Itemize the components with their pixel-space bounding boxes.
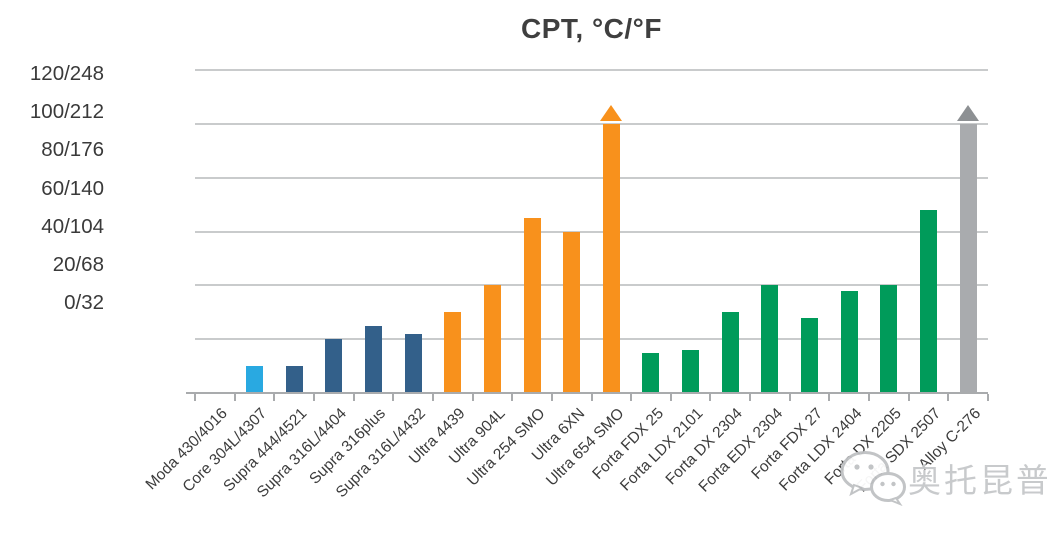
bar-ultra-4439 [444, 312, 462, 393]
axis-tick [828, 394, 831, 401]
watermark: 奥托昆普 [838, 450, 1047, 506]
bar-supra-444-4521 [285, 366, 303, 393]
axis-tick [273, 394, 276, 401]
bar-forta-ldx-2101 [682, 349, 700, 393]
bar-forta-sdx-2507 [920, 209, 938, 393]
axis-tick [194, 394, 196, 401]
y-axis-label: 120/248 [29, 62, 104, 85]
axis-tick [233, 394, 236, 401]
gridline [195, 122, 988, 125]
bar-forta-fdx-27 [801, 317, 819, 393]
axis-tick [669, 394, 672, 401]
y-axis-label: 20/68 [52, 252, 104, 276]
y-axis-label: 100/212 [29, 100, 104, 124]
axis-tick [987, 394, 989, 401]
bar-supra-316l-4404 [325, 339, 343, 393]
bar-ultra-654-smo [602, 123, 620, 393]
chart-title: CPT, °C/°F [521, 13, 662, 44]
axis-tick [907, 394, 910, 401]
bar-ultra-254-smo [523, 218, 541, 393]
axis-tick [749, 394, 752, 401]
axis-tick [352, 394, 355, 401]
axis-tick [709, 394, 712, 401]
axis-tick [630, 394, 633, 401]
x-axis-line [186, 392, 988, 394]
bar-ultra-6xn [563, 231, 581, 393]
axis-tick [868, 394, 871, 401]
axis-tick [392, 394, 395, 401]
watermark-text: 奥托昆普 [908, 462, 1047, 499]
axis-tick [471, 394, 474, 401]
axis-tick [550, 394, 553, 401]
axis-tick [788, 394, 791, 401]
bar-forta-dx-2205 [880, 285, 898, 393]
exceeds-scale-arrow [600, 104, 623, 121]
y-axis-label: 80/176 [41, 138, 104, 162]
bar-supra-316plus [364, 325, 382, 393]
axis-tick [431, 394, 434, 401]
bar-forta-dx-2304 [721, 312, 739, 393]
wechat-icon [840, 451, 906, 506]
gridline [195, 338, 988, 341]
exceeds-scale-arrow [957, 104, 980, 121]
axis-tick [511, 394, 514, 401]
gridline [195, 230, 988, 233]
bar-ultra-904l [483, 285, 501, 393]
axis-tick [312, 394, 315, 401]
gridline [195, 176, 988, 179]
bar-supra-316l-4432 [404, 333, 422, 393]
bar-alloy-c-276 [959, 123, 977, 393]
bar-forta-fdx-25 [642, 352, 660, 393]
axis-tick [947, 394, 950, 401]
plot-area [195, 69, 988, 393]
bar-forta-edx-2304 [761, 285, 779, 393]
y-axis-label: 60/140 [41, 176, 104, 200]
y-axis-label: 0/32 [64, 291, 104, 315]
y-axis-label: 40/104 [41, 214, 104, 238]
gridline [195, 284, 988, 287]
gridline [195, 69, 988, 71]
axis-tick [590, 394, 593, 401]
bar-core-304l-4307 [245, 366, 263, 393]
bar-forta-ldx-2404 [840, 290, 858, 393]
